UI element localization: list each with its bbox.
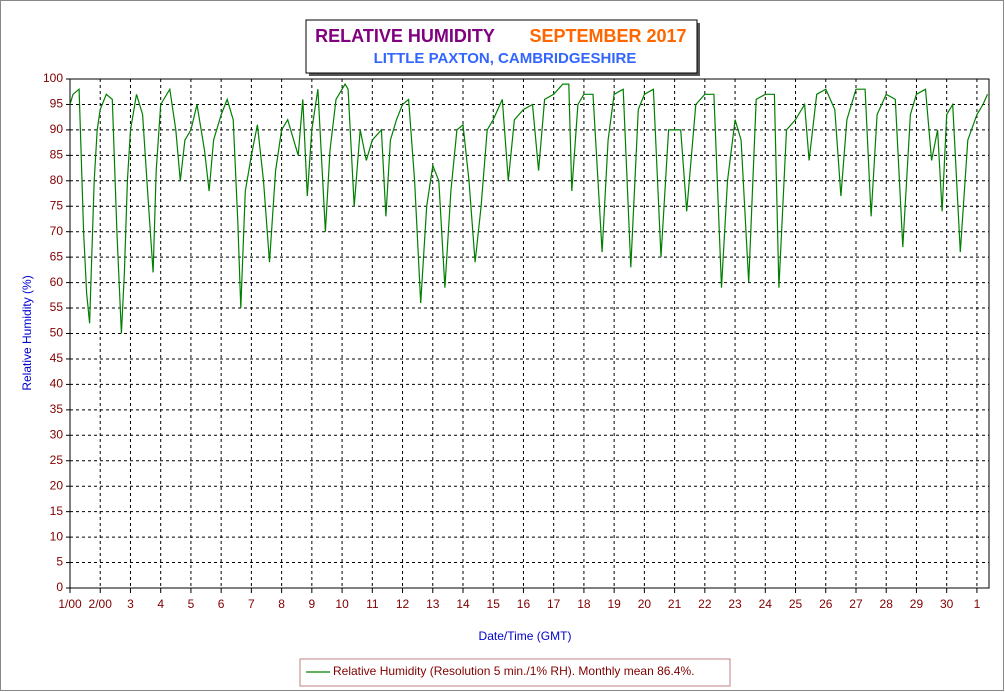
y-tick-label: 10 [50,529,64,543]
x-tick-label: 11 [366,597,379,611]
x-tick-label: 18 [577,597,591,611]
y-tick-label: 35 [50,402,64,416]
y-tick-label: 15 [50,504,64,518]
x-tick-label: 6 [218,597,225,611]
y-tick-label: 80 [50,173,64,187]
x-tick-label: 17 [547,597,561,611]
y-tick-label: 60 [50,275,64,289]
y-tick-label: 90 [50,122,64,136]
y-tick-label: 95 [50,97,64,111]
x-tick-label: 5 [188,597,195,611]
x-tick-label: 25 [789,597,803,611]
y-axis-label: Relative Humidity (%) [20,275,34,390]
y-tick-label: 100 [43,71,63,85]
x-tick-label: 16 [517,597,531,611]
x-tick-label: 22 [698,597,712,611]
title-box [305,19,698,74]
x-tick-label: 20 [638,597,652,611]
x-tick-label: 28 [880,597,894,611]
x-tick-label: 14 [456,597,470,611]
x-tick-label: 1/00 [58,597,82,611]
legend-label: Relative Humidity (Resolution 5 min./1% … [333,664,694,678]
x-tick-label: 7 [248,597,255,611]
y-tick-label: 70 [50,224,64,238]
y-tick-label: 50 [50,326,64,340]
y-tick-label: 55 [50,300,64,314]
x-tick-label: 26 [819,597,833,611]
x-tick-label: 24 [759,597,773,611]
y-tick-label: 0 [56,580,63,594]
x-tick-label: 12 [396,597,410,611]
x-tick-label: 30 [940,597,954,611]
x-tick-label: 1 [974,597,981,611]
x-tick-label: 9 [308,597,315,611]
x-tick-label: 10 [335,597,349,611]
x-tick-label: 8 [278,597,285,611]
y-tick-label: 40 [50,377,64,391]
x-tick-label: 4 [157,597,164,611]
y-tick-label: 30 [50,427,64,441]
chart-title-period: SEPTEMBER 2017 [529,26,686,46]
y-tick-label: 5 [56,555,63,569]
x-tick-label: 23 [728,597,742,611]
y-tick-label: 20 [50,478,64,492]
x-tick-label: 21 [668,597,682,611]
chart-subtitle: LITTLE PAXTON, CAMBRIDGESHIRE [374,50,637,67]
y-tick-label: 65 [50,249,64,263]
x-tick-label: 3 [127,597,134,611]
x-axis-label: Date/Time (GMT) [479,629,572,643]
x-tick-label: 29 [910,597,924,611]
x-tick-label: 2/00 [89,597,113,611]
y-tick-label: 45 [50,351,64,365]
x-tick-label: 13 [426,597,440,611]
chart-title: RELATIVE HUMIDITY [315,26,495,46]
y-tick-label: 25 [50,453,64,467]
humidity-line [69,82,989,334]
x-tick-label: 19 [607,597,621,611]
y-tick-label: 85 [50,148,64,162]
y-tick-label: 75 [50,198,64,212]
x-tick-label: 27 [849,597,863,611]
x-tick-label: 15 [487,597,501,611]
legend-box [299,658,731,687]
plot-area [69,78,990,589]
